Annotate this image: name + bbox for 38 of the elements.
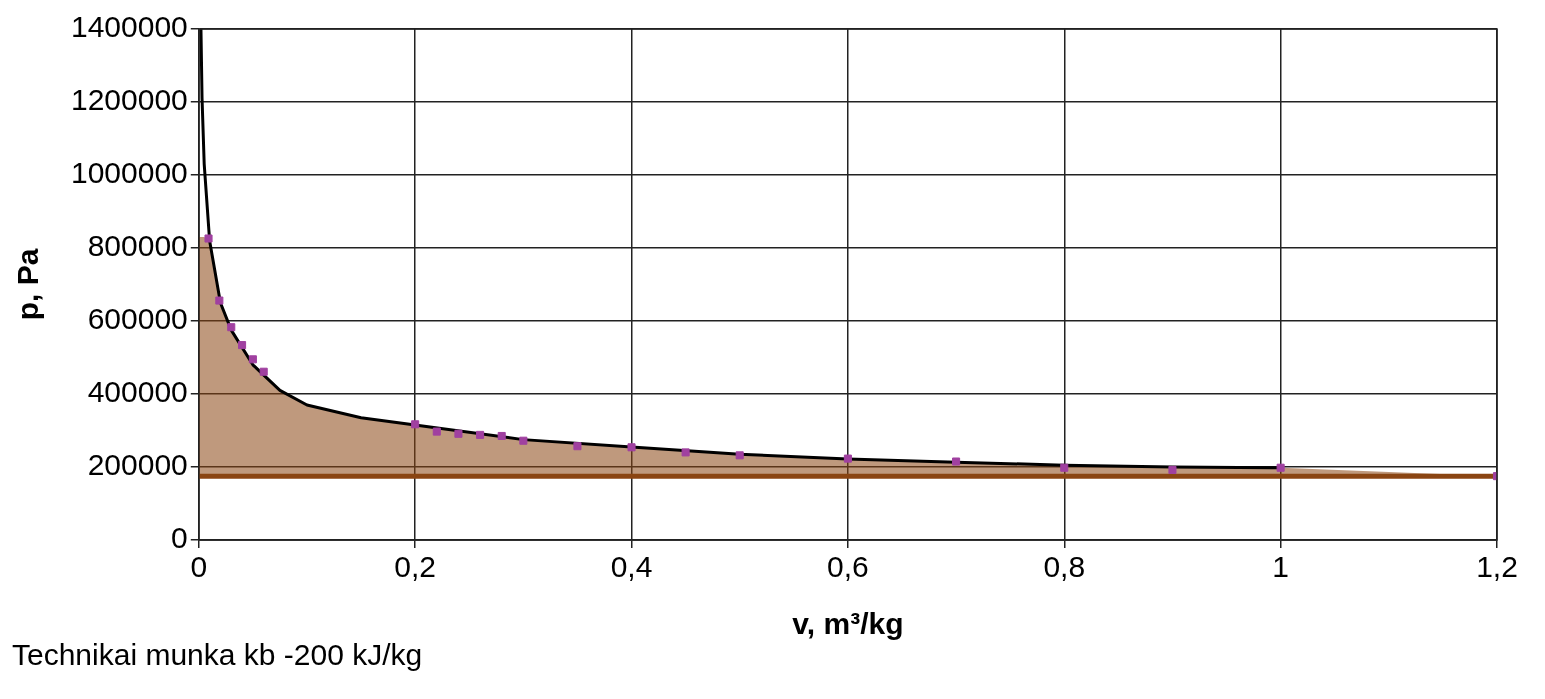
point	[952, 457, 961, 466]
point	[735, 451, 744, 460]
x-tick-label: 0,4	[610, 550, 653, 584]
point	[1060, 463, 1069, 472]
point	[259, 367, 268, 376]
y-tick-label: 600000	[87, 302, 188, 336]
point	[681, 448, 690, 457]
x-tick-label: 1	[1272, 550, 1289, 584]
y-tick-label: 1400000	[71, 10, 188, 44]
y-tick-label: 400000	[87, 375, 188, 409]
y-tick-label: 800000	[87, 229, 188, 263]
point	[454, 429, 463, 438]
point	[227, 323, 236, 332]
point	[204, 234, 213, 243]
x-tick-label: 1,2	[1476, 550, 1518, 584]
point	[627, 443, 636, 452]
x-axis-title: v, m³/kg	[792, 607, 904, 641]
point	[843, 454, 852, 463]
point	[1276, 463, 1285, 472]
point	[215, 296, 224, 305]
point	[476, 430, 485, 439]
y-tick-label: 1000000	[71, 156, 188, 190]
point	[238, 341, 247, 350]
point	[248, 355, 257, 364]
point	[411, 420, 420, 429]
text: Technikai munka kb -200 kJ/kg	[12, 638, 423, 672]
x-tick-label: 0,6	[827, 550, 869, 584]
x-tick-label: 0,8	[1043, 550, 1086, 584]
x-tick-label: 0,2	[394, 550, 437, 584]
y-tick-label: 1200000	[71, 83, 188, 117]
point	[1168, 465, 1177, 474]
y-axis-title: p, Pa	[11, 248, 45, 321]
point	[432, 427, 441, 436]
point	[497, 431, 506, 441]
y-tick-label: 200000	[87, 448, 188, 482]
point	[573, 442, 582, 451]
y-tick-label: 0	[171, 521, 188, 555]
point	[519, 436, 528, 445]
